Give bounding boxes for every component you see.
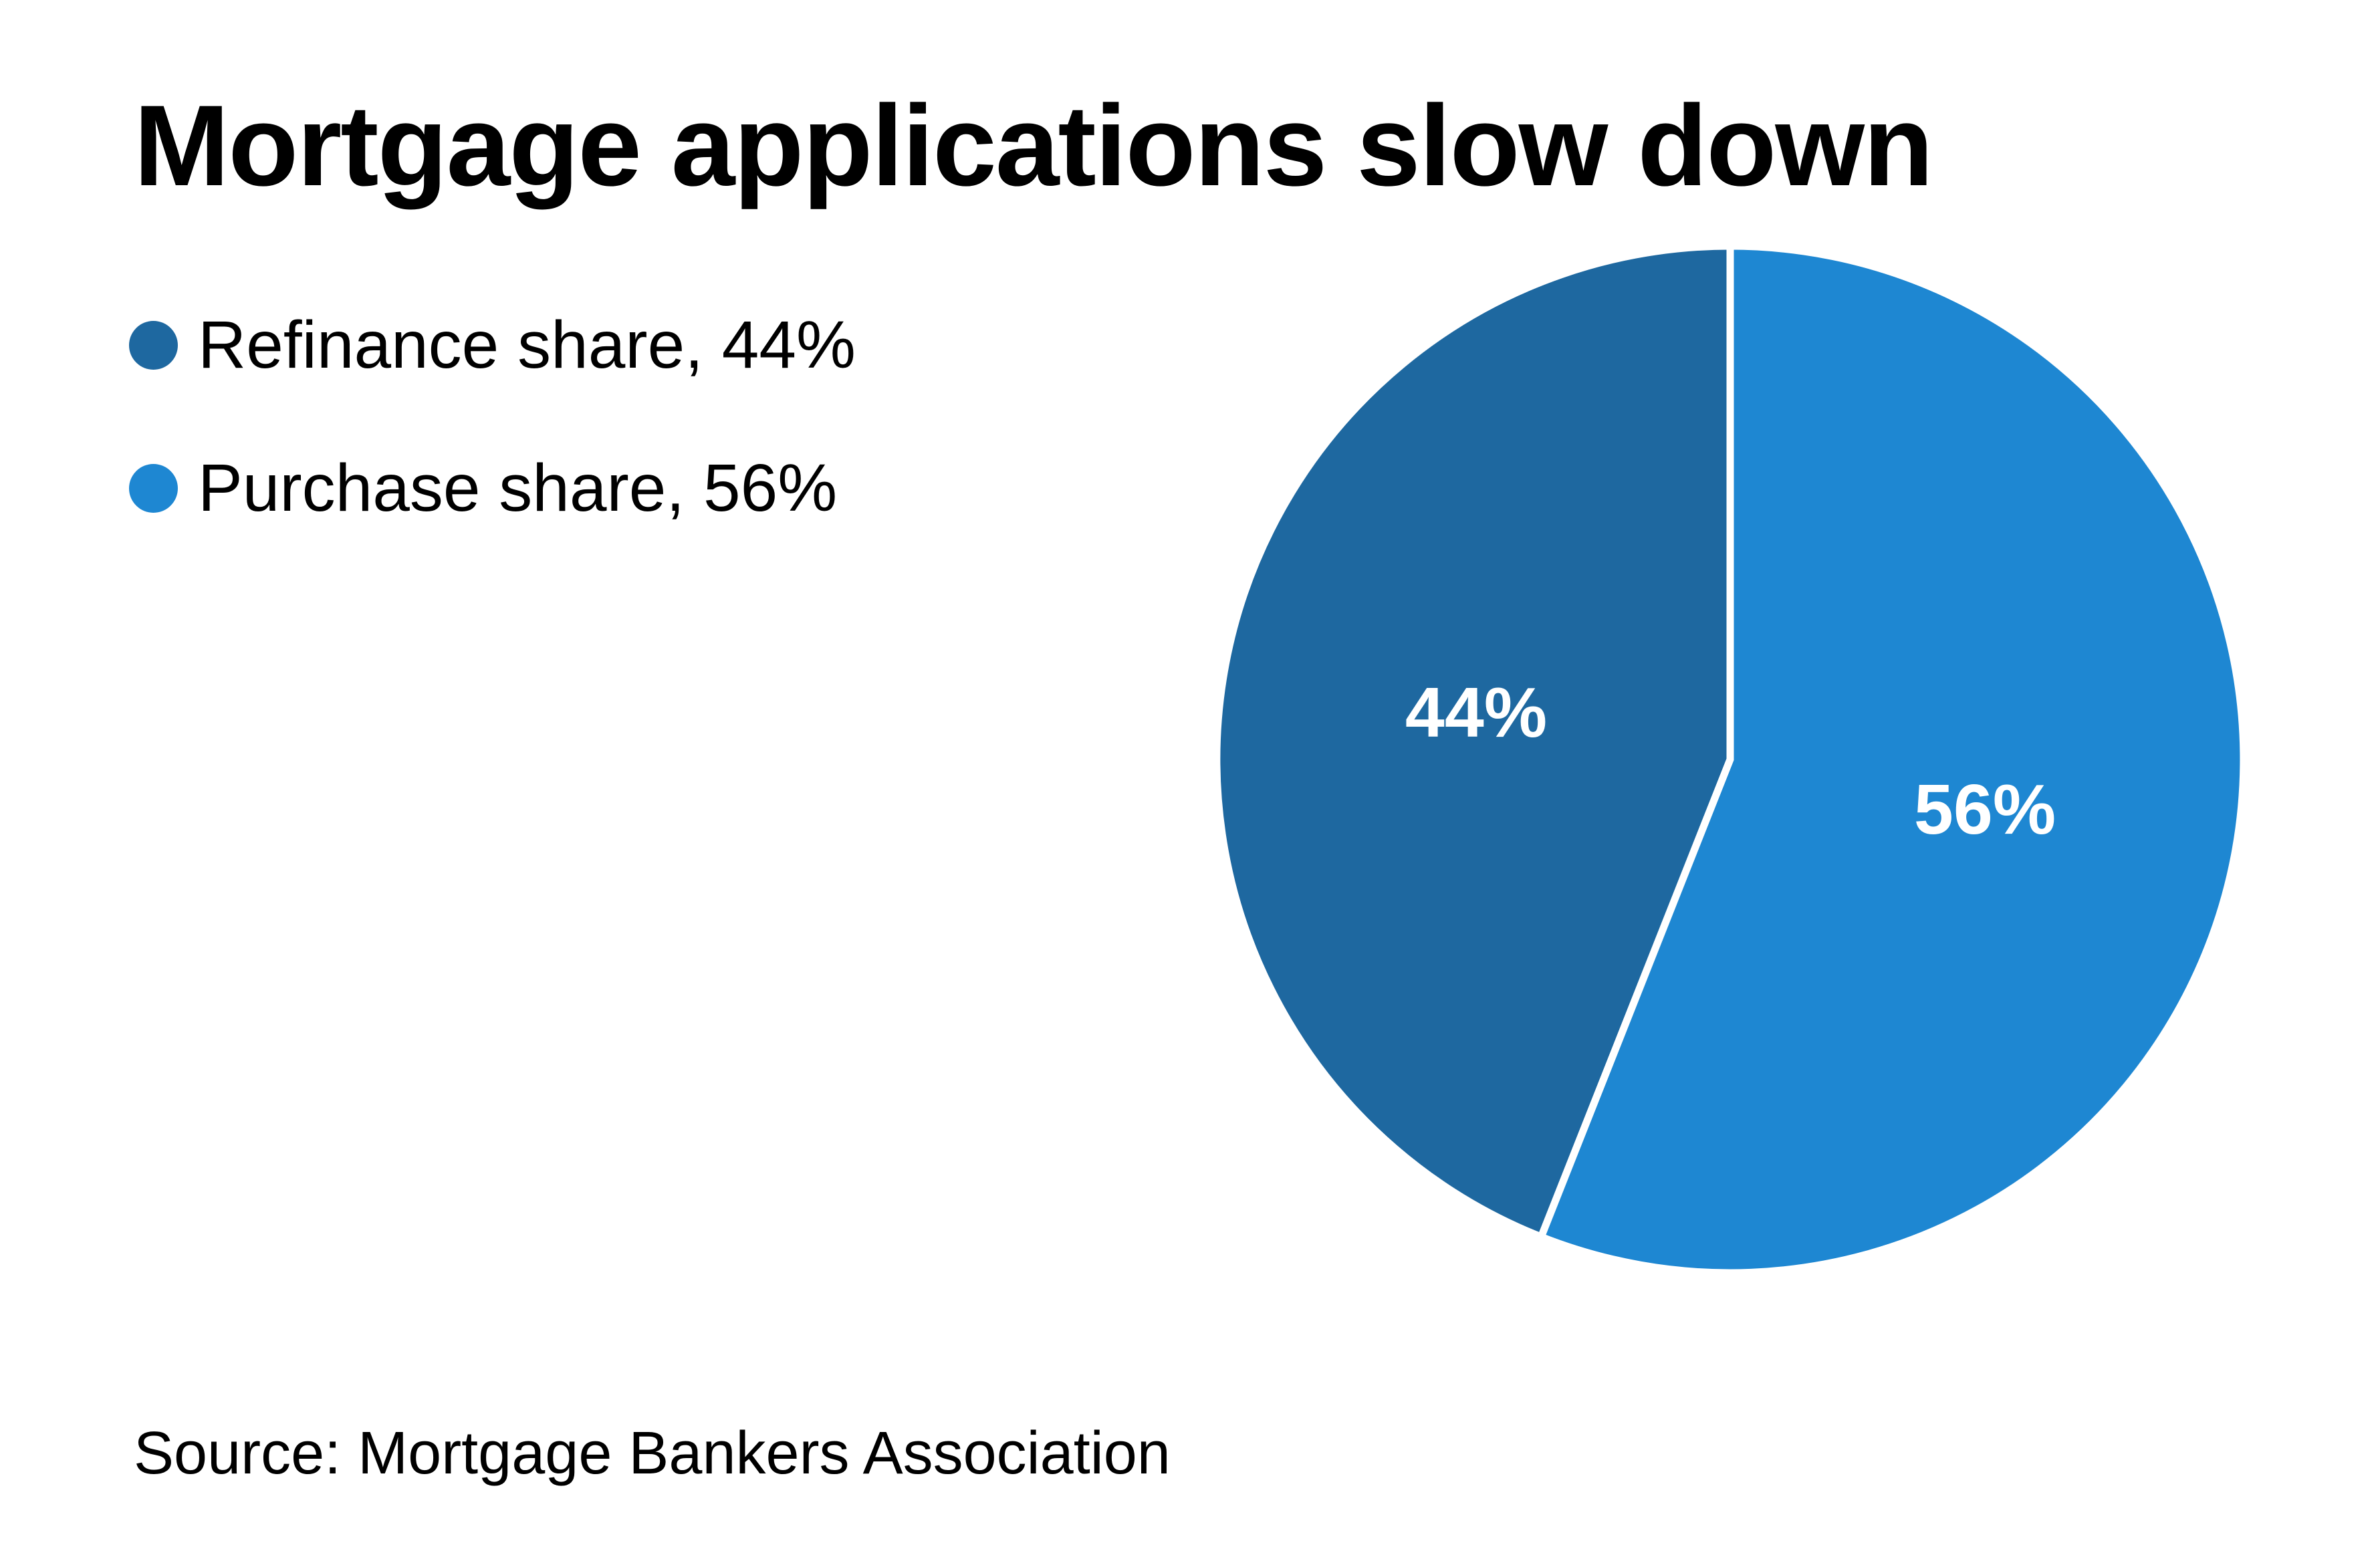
pie-slice-purchase-share bbox=[1536, 242, 2248, 1277]
legend-dot-purchase-icon bbox=[129, 463, 178, 513]
legend: Refinance share, 44% Purchase share, 56% bbox=[129, 312, 856, 521]
legend-label-purchase: Purchase share, 56% bbox=[198, 451, 838, 525]
pie-chart: 44% 56% bbox=[1195, 225, 2265, 1294]
pie-label-purchase: 56% bbox=[1914, 770, 2056, 849]
legend-item-refinance: Refinance share, 44% bbox=[129, 312, 856, 378]
legend-dot-refinance-icon bbox=[129, 320, 178, 370]
pie-slice-refinance-share bbox=[1213, 242, 1734, 1242]
pie-svg: 44% 56% bbox=[1213, 242, 2248, 1277]
legend-label-refinance: Refinance share, 44% bbox=[198, 308, 856, 382]
legend-item-purchase: Purchase share, 56% bbox=[129, 455, 856, 521]
chart-title: Mortgage applications slow down bbox=[134, 82, 1933, 210]
pie-label-refinance: 44% bbox=[1405, 673, 1547, 752]
source-attribution: Source: Mortgage Bankers Association bbox=[134, 1420, 1171, 1487]
